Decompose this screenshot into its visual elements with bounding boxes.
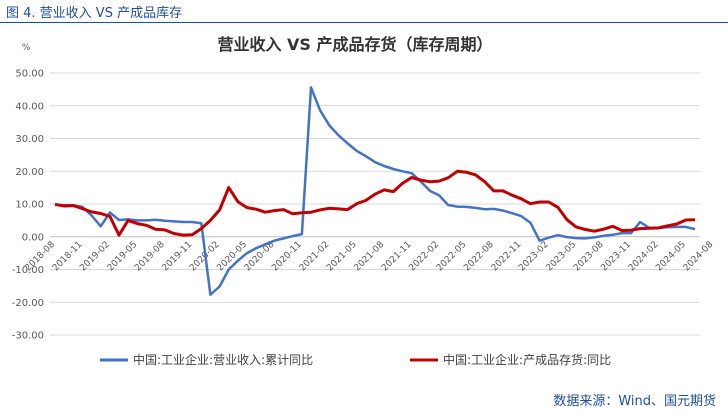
gridlines: [50, 72, 700, 336]
y-axis-ticks: 50.00 40.00 30.00 20.00 10.00 0.00 -10.00 -20.0…: [12, 69, 44, 342]
chart-title: 营业收入 VS 产成品存货（库存周期）: [217, 35, 492, 54]
caption-divider: [0, 22, 728, 23]
y-unit-label: %: [22, 43, 31, 53]
series-line-inventory: [54, 169, 696, 237]
series-lines: [54, 86, 696, 296]
y-tick-label: -20.00: [12, 298, 44, 309]
x-axis-ticks: 2018-082018-112019-022019-052019-082019-…: [23, 240, 715, 274]
y-tick-label: -10.00: [12, 265, 44, 276]
source-note: 数据来源：Wind、国元期货: [553, 394, 716, 409]
legend: 中国:工业企业:营业收入:累计同比 中国:工业企业:产成品存货:同比: [100, 352, 611, 367]
legend-label-inventory: 中国:工业企业:产成品存货:同比: [443, 352, 611, 367]
y-tick-label: 0.00: [22, 232, 44, 243]
y-tick-label: 40.00: [15, 101, 44, 112]
x-tick-label: 2024-08: [682, 240, 716, 274]
y-tick-label: -30.00: [12, 331, 44, 342]
y-tick-label: 30.00: [15, 134, 44, 145]
figure-caption: 图 4. 营业收入 VS 产成品库存: [6, 6, 183, 21]
y-tick-label: 20.00: [15, 167, 44, 178]
y-tick-label: 50.00: [15, 69, 44, 80]
legend-label-revenue: 中国:工业企业:营业收入:累计同比: [133, 352, 313, 367]
series-line-revenue: [54, 86, 696, 296]
y-tick-label: 10.00: [15, 200, 44, 211]
